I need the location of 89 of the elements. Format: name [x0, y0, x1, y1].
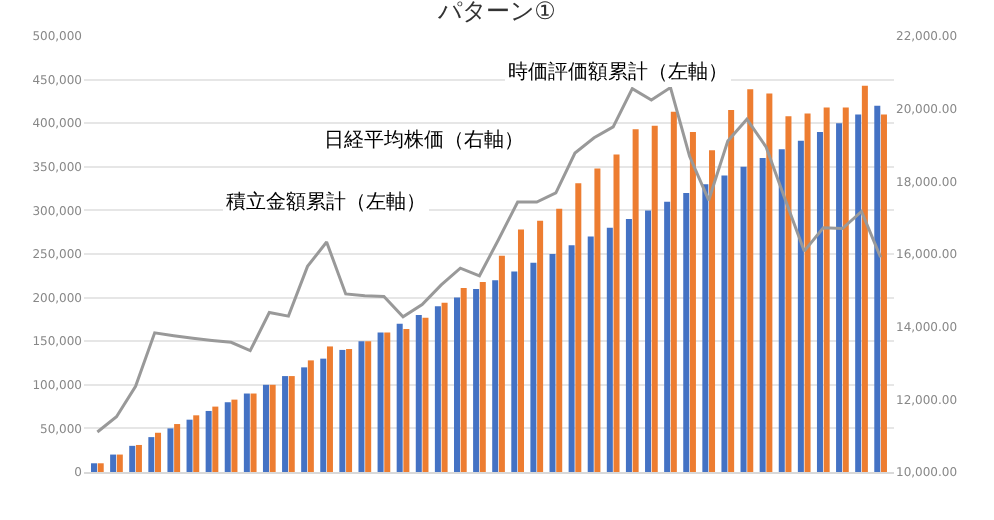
bar	[766, 93, 773, 472]
annotation: 時価評価額累計（左軸）	[508, 60, 728, 84]
bar	[498, 255, 505, 472]
bar	[709, 150, 716, 472]
bar	[288, 376, 295, 472]
bar	[728, 110, 735, 472]
bar	[167, 428, 174, 472]
bar	[250, 393, 257, 472]
bar	[842, 107, 849, 472]
bar	[689, 131, 696, 472]
bar	[511, 271, 518, 472]
bar	[231, 399, 238, 472]
bar	[568, 245, 575, 472]
bar	[836, 123, 843, 472]
bar	[670, 111, 677, 472]
bar	[339, 349, 346, 472]
bar	[861, 85, 868, 472]
bar	[823, 107, 830, 472]
bar	[441, 302, 448, 472]
bar	[702, 184, 709, 472]
bar	[326, 346, 333, 472]
bar	[575, 183, 582, 472]
chart-title: パターン①	[436, 0, 556, 26]
bar	[307, 360, 314, 472]
bar	[91, 463, 98, 472]
bar	[262, 384, 269, 472]
bar	[320, 358, 327, 472]
bar	[797, 140, 804, 472]
bar	[625, 219, 632, 472]
bar	[587, 236, 594, 472]
line-series	[95, 86, 883, 434]
bar	[816, 131, 823, 472]
bar	[778, 149, 785, 472]
bar	[759, 158, 766, 472]
bar	[880, 114, 887, 472]
bar	[517, 229, 524, 472]
bar	[721, 175, 728, 472]
bar	[651, 125, 658, 472]
bar	[97, 463, 104, 472]
bar	[530, 262, 537, 472]
bar	[460, 288, 467, 472]
bar	[282, 376, 289, 472]
bar	[403, 329, 410, 472]
bar	[116, 454, 123, 472]
annotation: 積立金額累計（左軸）	[226, 190, 426, 214]
bar	[186, 419, 193, 472]
bar	[212, 406, 219, 472]
bar	[384, 332, 391, 472]
bar	[396, 323, 403, 472]
bar	[365, 341, 372, 472]
bar	[683, 192, 690, 472]
bar	[135, 444, 142, 472]
bar	[243, 393, 250, 472]
annotation: 日経平均株価（右軸）	[324, 128, 524, 152]
bar	[606, 227, 613, 472]
bar	[193, 415, 200, 472]
bar	[492, 280, 499, 472]
bar	[174, 424, 181, 472]
bar	[269, 384, 276, 472]
bar	[422, 317, 429, 472]
bar	[454, 297, 461, 472]
bar	[874, 105, 881, 472]
bar	[346, 349, 353, 472]
bar	[205, 410, 212, 472]
bar	[664, 201, 671, 472]
bar	[473, 288, 480, 472]
bar	[479, 281, 486, 472]
bar	[110, 454, 117, 472]
bar	[537, 220, 544, 472]
bar	[785, 116, 792, 472]
bar	[377, 332, 384, 472]
bar	[855, 114, 862, 472]
bar	[301, 367, 308, 472]
bar	[632, 129, 639, 472]
bar	[740, 166, 747, 472]
bar	[129, 445, 136, 472]
bar	[645, 210, 652, 472]
bar	[747, 89, 754, 472]
bar	[556, 208, 563, 472]
bar	[804, 113, 811, 472]
bar	[415, 315, 422, 472]
bar	[224, 402, 231, 472]
bar	[549, 254, 556, 472]
bar	[148, 437, 155, 472]
bar	[594, 168, 601, 472]
bar	[434, 306, 441, 472]
bar	[613, 154, 620, 472]
bar	[358, 341, 365, 472]
bar	[155, 432, 162, 472]
